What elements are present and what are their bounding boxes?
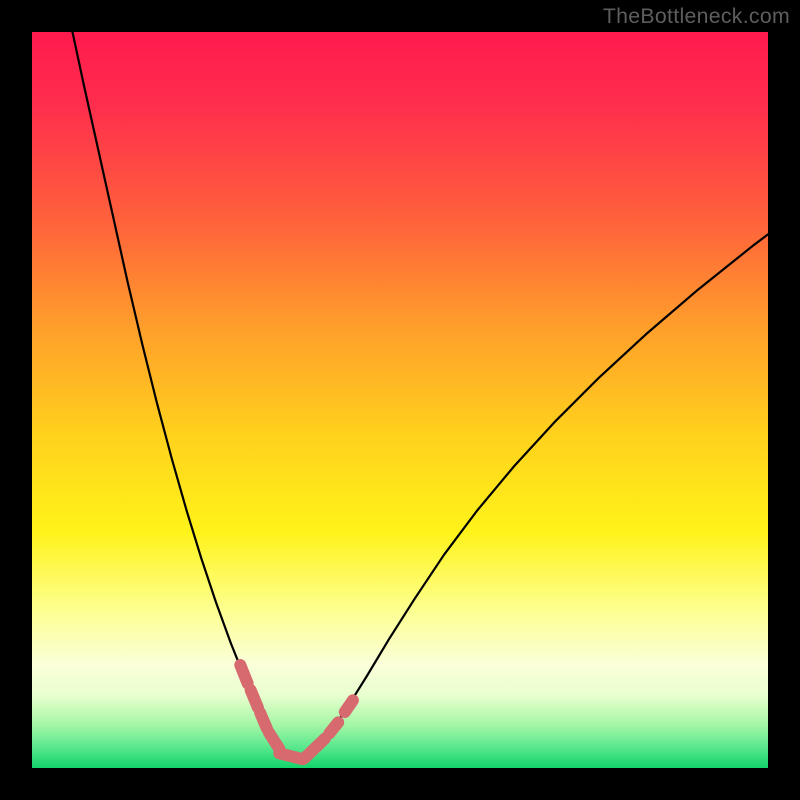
plot-background-gradient — [32, 32, 768, 768]
stage: TheBottleneck.com — [0, 0, 800, 800]
watermark-text: TheBottleneck.com — [603, 4, 790, 29]
bottleneck-chart — [0, 0, 800, 800]
